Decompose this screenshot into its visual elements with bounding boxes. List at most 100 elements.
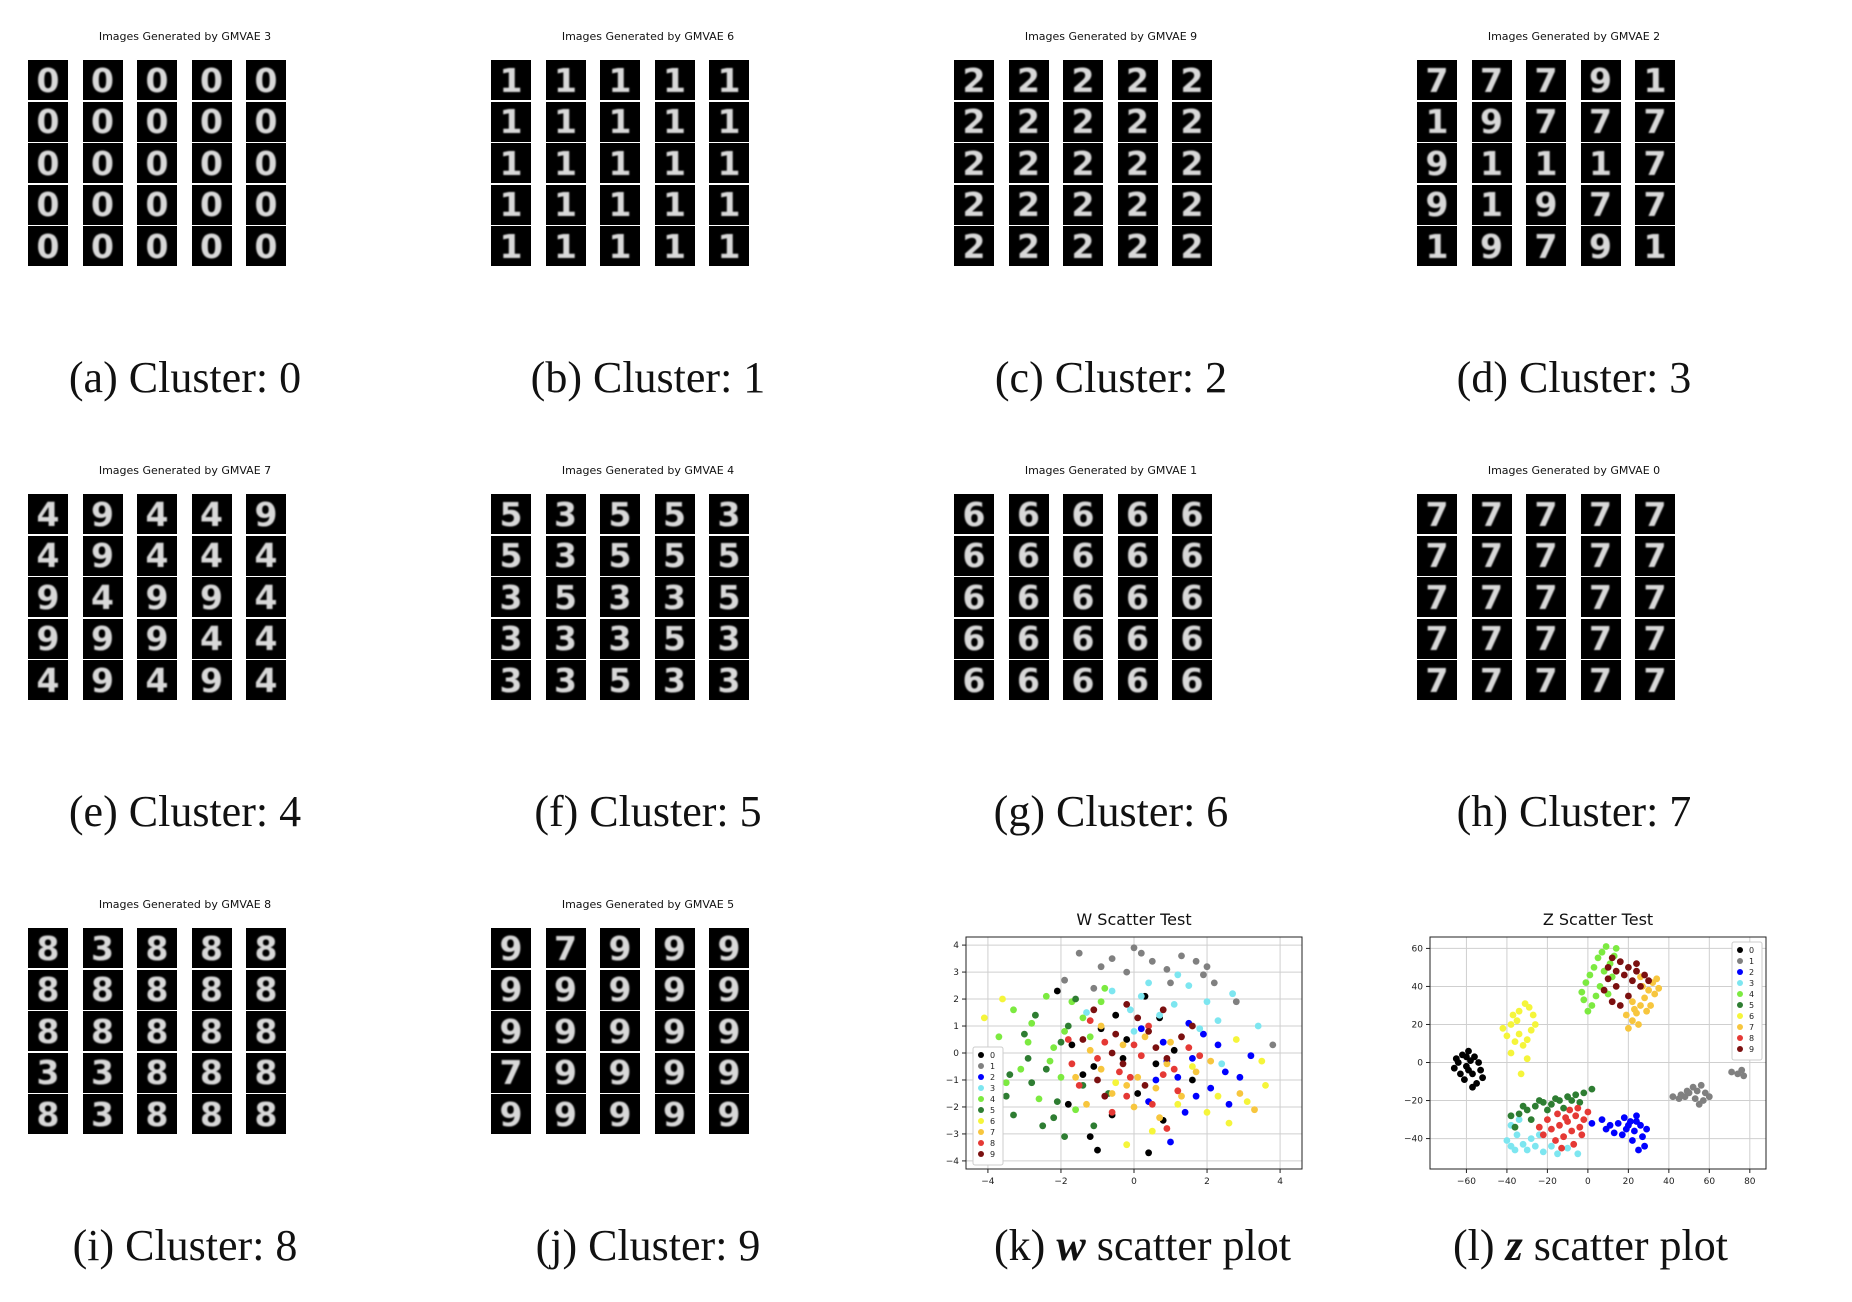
digit-glyph: 3 [554,660,577,700]
scatter-point-2 [1167,1138,1174,1146]
scatter-point-2 [1200,1030,1207,1038]
digit-image: 1 [1580,143,1621,183]
digit-glyph: 9 [1480,102,1503,141]
scatter-point-2 [1629,1137,1636,1144]
scatter-point-5 [1544,1106,1551,1114]
scatter-point-4 [1086,1033,1094,1041]
digit-glyph: 7 [1643,619,1667,658]
digit-glyph: 6 [1180,536,1204,575]
scatter-point-0 [1461,1076,1468,1083]
digit-glyph: 6 [1071,494,1095,534]
legend-label-7: 7 [1749,1023,1754,1032]
scatter-point-4 [1061,1028,1068,1035]
digit-image: 9 [654,1011,695,1051]
scatter-point-7 [1625,1024,1632,1032]
panel-title: Images Generated by GMVAE 2 [1487,30,1661,43]
panel-title: Images Generated by GMVAE 9 [1024,30,1198,43]
scatter-point-5 [1039,1122,1047,1130]
scatter-point-1 [1269,1041,1277,1049]
digit-glyph: 7 [554,928,577,968]
scatter-point-5 [1050,1114,1058,1122]
digit-image: 9 [545,1094,586,1134]
digit-image: 0 [137,60,177,100]
scatter-point-0 [1465,1047,1472,1055]
legend-label-2: 2 [1749,968,1754,977]
scatter-point-9 [1637,983,1644,990]
digit-glyph: 8 [91,1011,114,1051]
digit-glyph: 9 [663,970,686,1009]
digit-glyph: 1 [663,185,686,224]
scatter-point-3 [1564,1144,1571,1152]
digit-glyph: 0 [145,226,169,266]
digit-glyph: 7 [1643,660,1667,700]
digit-image: 9 [545,1011,586,1051]
digit-glyph: 9 [663,928,686,968]
digit-glyph: 2 [1071,143,1095,183]
digit-glyph: 1 [663,226,686,266]
digit-glyph: 1 [499,60,523,100]
digit-image: 5 [491,535,531,576]
digit-glyph: 6 [962,536,986,575]
scatter-point-3 [1527,1135,1535,1142]
digit-image: 0 [137,226,177,266]
digit-image: 2 [1063,101,1103,142]
digit-image: 9 [82,535,123,576]
digit-image: 7 [1580,577,1621,617]
digit-image: 7 [1417,535,1457,576]
digit-image: 9 [709,1011,749,1051]
digit-glyph: 0 [91,226,114,266]
digit-glyph: 5 [554,577,577,617]
scatter-point-5 [1053,1098,1061,1105]
digit-glyph: 7 [1480,60,1503,100]
digit-image: 4 [28,535,68,576]
scatter-point-6 [1243,1098,1251,1105]
digit-image: 9 [28,618,68,659]
digit-glyph: 7 [1589,185,1612,224]
digit-image: 9 [709,1052,749,1093]
legend-label-1: 1 [1749,957,1754,966]
scatter-point-1 [1689,1083,1697,1091]
scatter-point-0 [1094,1146,1101,1154]
digit-image: 7 [1471,494,1512,534]
digit-glyph: 7 [1534,60,1558,100]
digit-image: 1 [654,101,695,142]
scatter-point-5 [1507,1112,1515,1120]
scatter-point-0 [1452,1055,1460,1063]
digit-image: 1 [1417,226,1457,266]
digit-image: 7 [1580,101,1621,142]
digit-glyph: 5 [608,536,632,575]
digit-glyph: 3 [91,1053,114,1092]
scatter-point-4 [1580,996,1588,1004]
scatter-point-9 [1633,967,1640,975]
scatter-point-7 [1629,998,1636,1006]
scatter-point-6 [1203,1108,1211,1116]
digit-glyph: 9 [200,660,223,700]
digit-glyph: 9 [608,1094,632,1134]
x-tick-label: 4 [1277,1177,1283,1187]
scatter-point-1 [1232,998,1240,1006]
digit-image: 1 [654,143,695,183]
scatter-point-2 [1247,1052,1255,1060]
scatter-point-7 [1130,1103,1138,1111]
digit-glyph: 7 [1480,619,1503,658]
scatter-point-1 [1130,944,1138,952]
digit-image: 6 [1172,535,1212,576]
digit-glyph: 9 [663,1094,686,1134]
scatter-point-3 [1185,982,1193,989]
scatter-point-6 [999,995,1006,1003]
scatter-point-5 [1024,1055,1032,1062]
legend-marker-4 [1737,991,1743,997]
digit-image: 8 [246,969,286,1010]
legend-label-4: 4 [990,1095,995,1104]
scatter-point-9 [1101,1092,1109,1100]
digit-image: 2 [1117,101,1158,142]
digit-glyph: 7 [1425,619,1449,658]
digit-glyph: 6 [1071,577,1095,617]
digit-image: 1 [1471,184,1512,225]
legend-marker-1 [1737,958,1743,964]
digit-glyph: 9 [1425,143,1449,183]
scatter-point-4 [1028,1019,1036,1027]
